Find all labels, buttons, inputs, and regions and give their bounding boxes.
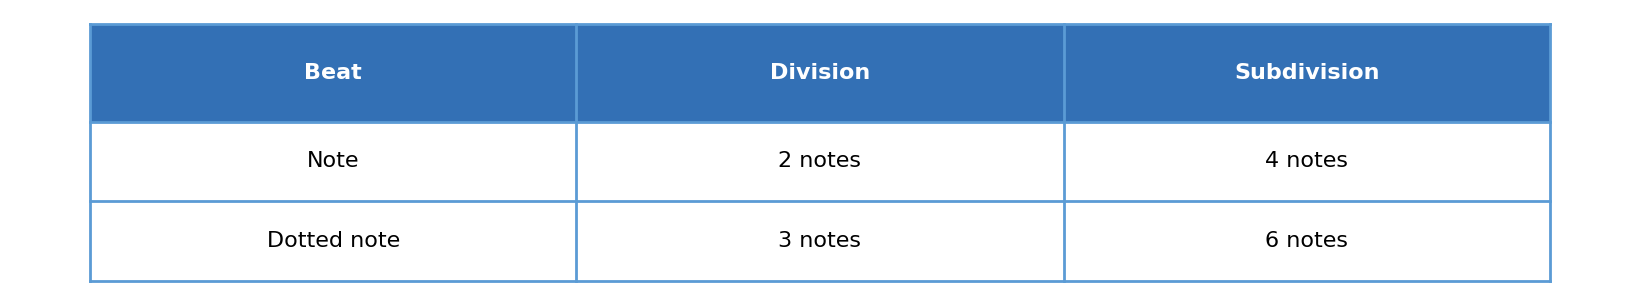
Bar (1064, 201, 1549, 281)
Bar (90, 122, 575, 201)
Text: Beat: Beat (305, 63, 362, 83)
Text: 3 notes: 3 notes (779, 231, 860, 251)
Bar (575, 201, 1064, 281)
Text: Note: Note (306, 152, 359, 171)
Bar (90, 201, 575, 281)
Text: Division: Division (769, 63, 870, 83)
Text: 4 notes: 4 notes (1265, 152, 1347, 171)
Text: Dotted note: Dotted note (267, 231, 400, 251)
Bar (1064, 122, 1549, 201)
Text: Subdivision: Subdivision (1233, 63, 1378, 83)
Bar (90, 24, 1549, 122)
Text: 2 notes: 2 notes (779, 152, 860, 171)
Bar (575, 122, 1064, 201)
Text: 6 notes: 6 notes (1265, 231, 1347, 251)
